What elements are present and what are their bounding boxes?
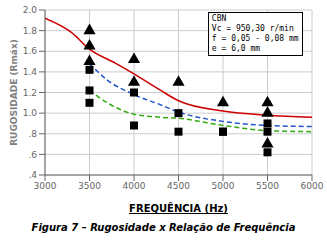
svg-text:3000: 3000 [34,181,57,191]
html-text:FREQUÊNCIA (Hz): FREQUÊNCIA (Hz) [129,203,228,214]
svg-text:.4: .4 [28,170,37,180]
svg-text:4000: 4000 [123,181,146,191]
svg-text:RUGOSIDADE (Rmáx): RUGOSIDADE (Rmáx) [9,39,19,146]
svg-text:1.8: 1.8 [23,26,38,36]
svg-text:.8: .8 [28,129,37,139]
html-text:Figura 7 – Rugosidade x Relaçã: Figura 7 – Rugosidade x Relação de Frequ… [31,222,296,233]
svg-text:1.0: 1.0 [23,108,38,118]
svg-text:2.0: 2.0 [23,5,38,15]
svg-text:1.6: 1.6 [23,46,38,56]
svg-text:1.2: 1.2 [23,88,37,98]
svg-text:3500: 3500 [78,181,101,191]
svg-text:5500: 5500 [256,181,279,191]
svg-text:5000: 5000 [212,181,235,191]
svg-text:4500: 4500 [167,181,190,191]
svg-text:.6: .6 [28,150,37,160]
html-text:CBN Vc = 950,30 r/min f = 0,05: CBN Vc = 950,30 r/min f = 0,05 - 0,08 mm… [211,14,299,53]
svg-text:1.4: 1.4 [23,67,38,77]
svg-text:6000: 6000 [301,181,319,191]
